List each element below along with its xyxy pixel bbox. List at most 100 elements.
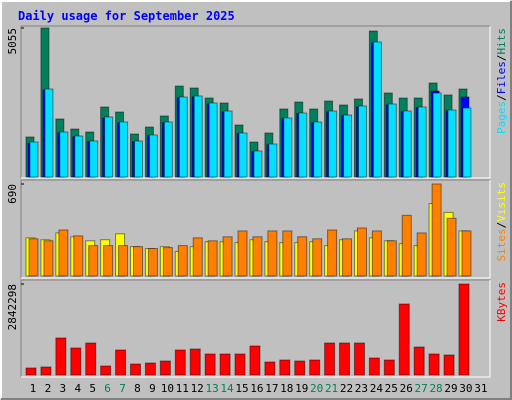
bar — [73, 235, 84, 277]
bar — [328, 110, 338, 178]
bar — [353, 342, 365, 376]
x-tick-label: 18 — [280, 382, 293, 395]
bar — [55, 337, 67, 376]
bar — [237, 230, 248, 277]
x-tick-label: 6 — [104, 382, 111, 395]
x-tick-label: 10 — [161, 382, 174, 395]
x-tick-label: 28 — [429, 382, 442, 395]
legend-entry: Hits — [495, 28, 508, 55]
bar — [253, 150, 263, 178]
legend-entry: KBytes — [495, 282, 508, 322]
legend-separator: / — [495, 55, 508, 62]
legend: Sites/Visits — [495, 182, 508, 262]
bar — [133, 246, 144, 277]
bar — [386, 240, 397, 277]
bar — [118, 245, 129, 277]
bar — [282, 230, 293, 277]
x-tick-label: 21 — [325, 382, 338, 395]
bar — [402, 110, 412, 178]
bar — [70, 347, 82, 376]
bar — [100, 365, 112, 376]
plot-bevel — [21, 280, 491, 378]
legend-entry: Pages — [495, 101, 508, 134]
x-tick-label: 30 — [459, 382, 472, 395]
plot-bevel — [21, 26, 491, 179]
bar — [25, 367, 37, 376]
x-tick-label: 8 — [134, 382, 141, 395]
bar — [342, 238, 353, 277]
bar — [207, 240, 218, 277]
bar — [312, 238, 323, 277]
x-tick-label: 24 — [370, 382, 384, 395]
bar — [462, 107, 472, 178]
x-tick-label: 3 — [60, 382, 67, 395]
bar — [189, 348, 201, 376]
bar — [204, 353, 216, 376]
y-tick-label: 5055 — [6, 28, 19, 55]
bar — [103, 245, 114, 277]
bar — [148, 134, 158, 178]
bar — [371, 230, 382, 277]
bar — [368, 357, 380, 376]
bar — [28, 238, 39, 277]
x-tick-label: 5 — [89, 382, 96, 395]
legend-separator: / — [495, 94, 508, 101]
bar — [219, 353, 231, 376]
bar — [162, 247, 173, 277]
bar — [357, 105, 367, 178]
x-tick-label: 12 — [191, 382, 204, 395]
bar — [159, 360, 171, 376]
bar — [192, 237, 203, 277]
bar — [268, 143, 278, 178]
bar — [417, 106, 427, 178]
x-tick-label: 13 — [206, 382, 219, 395]
x-tick-label: 1 — [30, 382, 37, 395]
bar — [174, 349, 186, 376]
bar — [413, 346, 425, 376]
bar — [443, 354, 455, 376]
bar — [252, 236, 263, 277]
bar — [283, 117, 293, 178]
x-tick-label: 2 — [45, 382, 52, 395]
x-tick-label: 25 — [385, 382, 398, 395]
bar — [208, 102, 218, 178]
x-tick-label: 22 — [340, 382, 353, 395]
legend: KBytes — [495, 282, 508, 322]
bar — [446, 217, 457, 277]
legend-entry: Sites — [495, 228, 508, 261]
legend: Pages/Files/Hits — [495, 28, 508, 134]
bar — [29, 141, 39, 178]
bar — [279, 359, 291, 376]
x-tick-label: 23 — [355, 382, 368, 395]
bar — [59, 131, 69, 178]
bar — [238, 132, 248, 178]
x-tick-label: 31 — [474, 382, 487, 395]
bar — [324, 342, 336, 376]
x-tick-label: 11 — [176, 382, 189, 395]
bar — [115, 349, 127, 376]
y-tick-label: 2842298 — [6, 284, 19, 330]
bar — [458, 283, 470, 376]
x-tick-label: 4 — [74, 382, 81, 395]
legend-separator: / — [495, 222, 508, 229]
x-tick-label: 7 — [119, 382, 126, 395]
bar — [401, 214, 412, 277]
x-tick-label: 29 — [444, 382, 457, 395]
bar — [44, 88, 54, 178]
x-tick-label: 9 — [149, 382, 156, 395]
bar — [104, 116, 114, 178]
bar — [147, 248, 158, 277]
bar — [339, 342, 351, 376]
bar — [43, 240, 54, 277]
x-tick-label: 27 — [415, 382, 428, 395]
bar — [163, 121, 173, 178]
y-tick-label: 690 — [6, 184, 19, 204]
bar — [58, 229, 69, 277]
bar — [223, 110, 233, 178]
plot-bevel — [21, 180, 491, 279]
bar — [297, 236, 308, 277]
bar — [383, 359, 395, 376]
bar — [267, 230, 278, 277]
